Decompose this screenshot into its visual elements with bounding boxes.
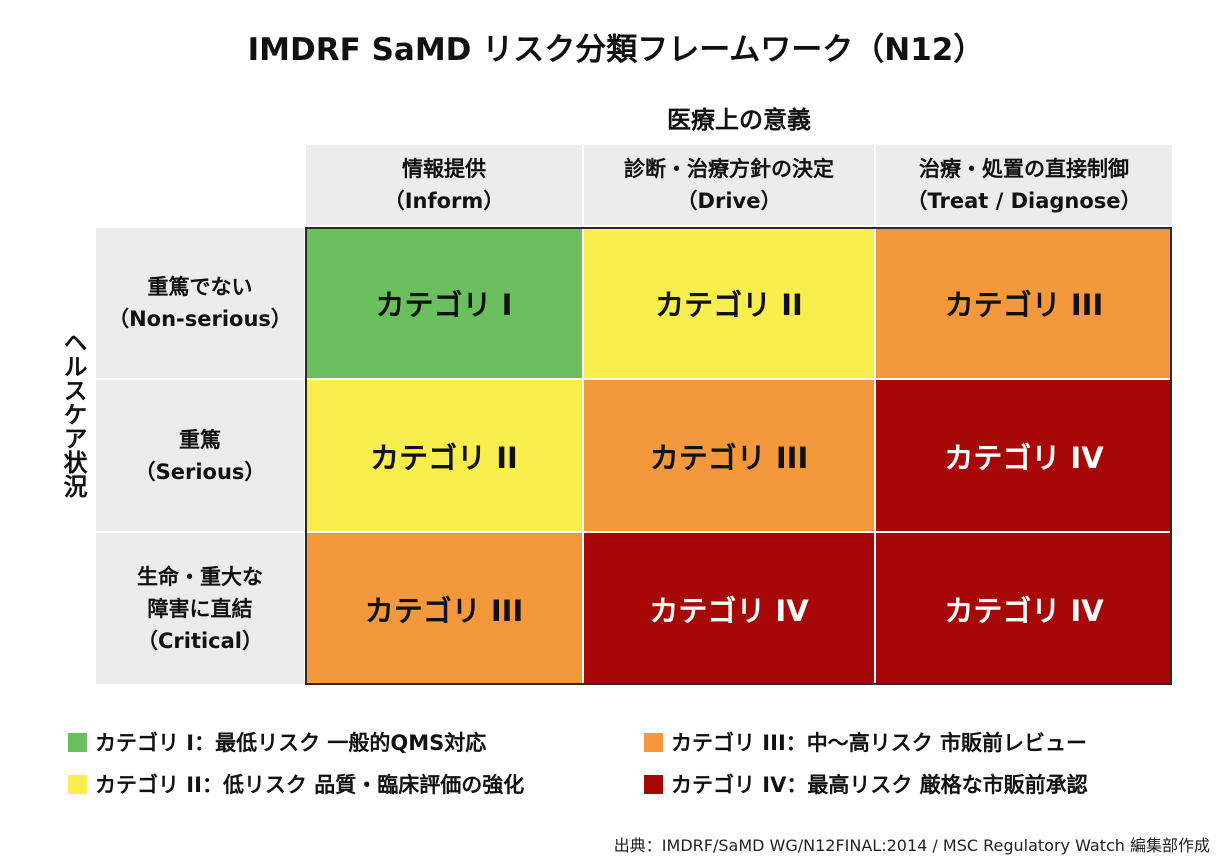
column-header-treat: 治療・処置の直接制御 （Treat / Diagnose） [876,145,1172,225]
row-header-serious: 重篤 （Serious） [96,380,304,531]
column-header-label: 診断・治療方針の決定 [624,157,834,181]
row-header-line: 生命・重大な [137,564,263,589]
matrix-cell-r2-c1: カテゴリ II [306,380,582,531]
matrix-cell-r1-c1: カテゴリ I [306,228,582,378]
row-header-line: 障害に直結 [147,596,253,621]
y-axis-title: ヘルスケア状況 [59,330,87,498]
column-header-inform: 情報提供 （Inform） [306,145,582,225]
legend-swatch [644,732,663,752]
column-header-sublabel: （Drive） [676,189,782,213]
matrix-cell-r3-c2: カテゴリ IV [584,533,874,684]
row-header-line: 重篤 [179,427,221,452]
legend-label: カテゴリ IV：最高リスク 厳格な市販前承認 [671,773,1088,797]
matrix-cell-r1-c3: カテゴリ III [876,228,1172,378]
column-header-label: 情報提供 [402,157,486,181]
row-header-non-serious: 重篤でない （Non-serious） [96,228,304,378]
legend-item-category-2: カテゴリ II：低リスク 品質・臨床評価の強化 [68,769,524,799]
legend-item-category-4: カテゴリ IV：最高リスク 厳格な市販前承認 [644,769,1088,799]
legend-label: カテゴリ II：低リスク 品質・臨床評価の強化 [95,773,525,797]
matrix-cell-r2-c2: カテゴリ III [584,380,874,531]
legend-swatch [68,732,87,752]
legend-swatch [68,774,87,794]
x-axis-title: 医療上の意義 [667,106,811,134]
legend-swatch [644,774,663,794]
row-header-line: 重篤でない [147,275,253,299]
page-title: IMDRF SaMD リスク分類フレームワーク（N12） [247,32,985,68]
matrix-cell-r1-c2: カテゴリ II [584,228,874,378]
column-header-sublabel: （Inform） [383,189,505,213]
column-header-sublabel: （Treat / Diagnose） [906,189,1142,213]
row-header-line: （Serious） [134,459,266,484]
legend-item-category-1: カテゴリ I：最低リスク 一般的QMS対応 [68,727,486,757]
matrix-cell-r2-c3: カテゴリ IV [876,380,1172,531]
row-header-line: （Non-serious） [108,307,292,331]
column-header-drive: 診断・治療方針の決定 （Drive） [584,145,874,225]
row-header-line: （Critical） [136,628,264,653]
legend-label: カテゴリ III：中〜高リスク 市販前レビュー [671,731,1088,755]
row-header-critical: 生命・重大な 障害に直結 （Critical） [96,533,304,684]
matrix-cell-r3-c3: カテゴリ IV [876,533,1172,684]
legend-item-category-3: カテゴリ III：中〜高リスク 市販前レビュー [644,727,1087,757]
source-note: 出典：IMDRF/SaMD WG/N12FINAL:2014 / MSC Reg… [613,836,1210,855]
matrix-cell-r3-c1: カテゴリ III [306,533,582,684]
legend-label: カテゴリ I：最低リスク 一般的QMS対応 [95,731,487,755]
column-header-label: 治療・処置の直接制御 [919,157,1129,181]
